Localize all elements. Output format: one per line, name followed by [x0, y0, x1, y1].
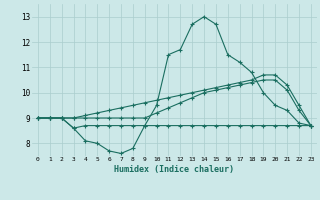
X-axis label: Humidex (Indice chaleur): Humidex (Indice chaleur) [115, 165, 234, 174]
